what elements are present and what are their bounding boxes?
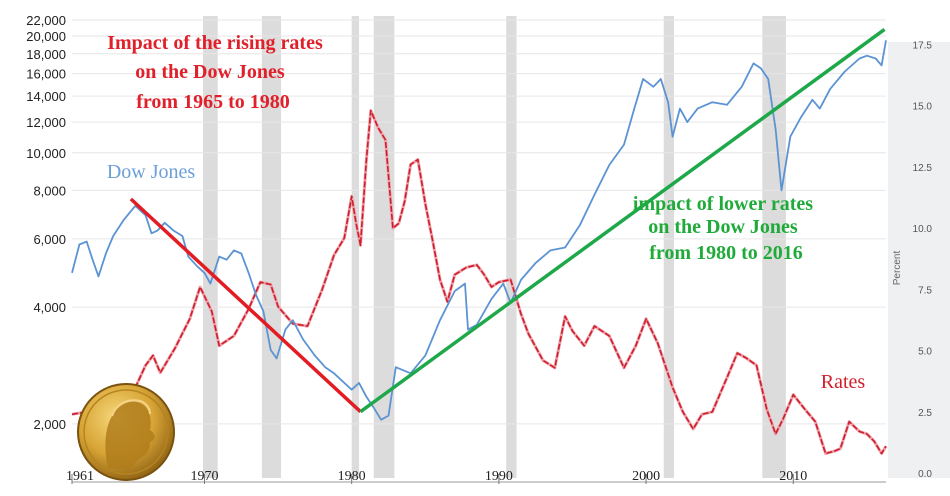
- right-tick-label: 2.5: [918, 408, 932, 419]
- right-axis-ticks: 0.0 2.5 5.0 7.5 10.0 12.5 15.0 17.5: [913, 40, 933, 480]
- series-label-rates: Rates: [821, 371, 866, 393]
- recession-band: [373, 16, 395, 478]
- recession-band: [506, 16, 517, 478]
- dow-jones-series-line: [71, 40, 887, 421]
- left-tick-label: 20,000: [26, 29, 66, 44]
- left-tick-label: 4,000: [33, 300, 66, 315]
- right-tick-label: 0.0: [918, 469, 932, 480]
- green-trend-line: [359, 27, 886, 414]
- left-tick-label: 10,000: [26, 146, 66, 161]
- left-tick-label: 2,000: [33, 417, 66, 432]
- x-tick-label: 1990: [485, 469, 513, 484]
- left-tick-label: 14,000: [26, 89, 66, 104]
- rates-series-line: [71, 109, 887, 455]
- x-tick-label: 2000: [632, 469, 660, 484]
- annotation-rising-rates: Impact of the rising rates on the Dow Jo…: [107, 32, 323, 113]
- left-tick-label: 6,000: [33, 232, 66, 247]
- gold-coin-image: [77, 383, 175, 481]
- recession-band: [663, 16, 675, 478]
- recession-band: [261, 16, 282, 478]
- right-tick-label: 7.5: [918, 285, 932, 296]
- series-lines: [71, 27, 888, 455]
- left-tick-label: 8,000: [33, 183, 66, 198]
- recession-band: [762, 16, 786, 478]
- red-trend-line: [129, 197, 362, 413]
- left-tick-label: 18,000: [26, 47, 66, 62]
- left-axis-ticks: 2,000 4,000 6,000 8,000 10,000 12,000 14,000 16…: [26, 13, 66, 432]
- annotation-rising-line-1: Impact of the rising rates: [107, 32, 323, 54]
- right-tick-label: 12.5: [913, 163, 933, 174]
- annotation-lower-line-2: on the Dow Jones: [648, 216, 798, 238]
- recession-band: [351, 16, 360, 478]
- gridlines: [72, 19, 886, 425]
- right-tick-label: 15.0: [913, 102, 933, 113]
- right-tick-label: 17.5: [913, 40, 933, 51]
- recession-band: [203, 16, 218, 478]
- left-tick-label: 22,000: [26, 13, 66, 28]
- annotation-rising-line-3: from 1965 to 1980: [136, 91, 290, 113]
- right-tick-label: 5.0: [918, 347, 932, 358]
- x-tick-label: 1980: [338, 469, 366, 484]
- right-axis-title: Percent: [892, 251, 903, 286]
- x-axis-ticks: 1961 1970 1980 1990 2000 2010: [66, 469, 886, 484]
- annotation-lower-line-1: impact of lower rates: [633, 193, 813, 215]
- annotation-lower-line-3: from 1980 to 2016: [649, 242, 803, 264]
- annotation-rising-line-2: on the Dow Jones: [135, 61, 285, 83]
- annotation-lower-rates: impact of lower rates on the Dow Jones f…: [633, 193, 813, 264]
- x-tick-label: 1961: [66, 469, 94, 484]
- right-tick-label: 10.0: [913, 224, 933, 235]
- left-tick-label: 12,000: [26, 115, 66, 130]
- right-axis-panel: [888, 42, 950, 478]
- x-tick-label: 1970: [190, 469, 218, 484]
- left-tick-label: 16,000: [26, 67, 66, 82]
- x-tick-label: 2010: [779, 469, 807, 484]
- series-label-dow-jones: Dow Jones: [107, 161, 196, 183]
